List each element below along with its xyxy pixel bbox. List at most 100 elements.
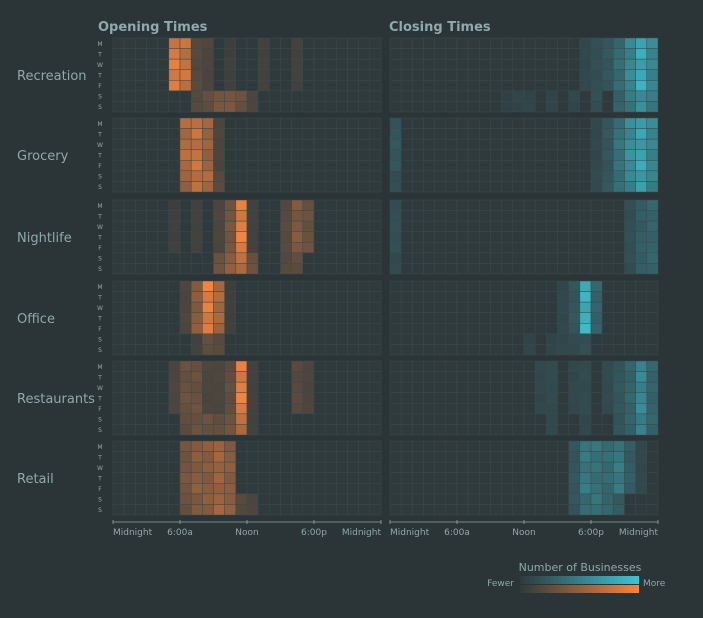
heatmap-cell xyxy=(280,242,292,254)
day-label: T xyxy=(97,235,102,242)
heatmap-cell xyxy=(135,48,147,60)
heatmap-cell xyxy=(257,392,270,404)
heatmap-cell xyxy=(324,424,337,436)
heatmap-cell xyxy=(146,472,158,484)
heatmap-cell xyxy=(246,451,259,463)
heatmap-cell xyxy=(400,170,413,182)
heatmap-cell xyxy=(157,424,170,436)
heatmap-cell xyxy=(157,504,170,516)
heatmap-cell xyxy=(501,461,514,473)
heatmap-cell xyxy=(467,48,480,60)
heatmap-cell xyxy=(624,252,636,264)
heatmap-cell xyxy=(369,301,382,313)
heatmap-cell xyxy=(202,472,214,484)
heatmap-cell xyxy=(389,160,402,172)
heatmap-cell xyxy=(123,451,136,463)
heatmap-cell xyxy=(246,199,259,211)
heatmap-cell xyxy=(146,160,158,172)
heatmap-cell xyxy=(523,128,536,140)
heatmap-cell xyxy=(646,451,659,463)
heatmap-cell xyxy=(168,220,181,232)
heatmap-panel-opening xyxy=(112,360,382,436)
heatmap-cell xyxy=(179,149,192,161)
heatmap-cell xyxy=(590,483,603,495)
heatmap-cell xyxy=(434,360,447,372)
heatmap-cell xyxy=(202,101,214,113)
heatmap-cell xyxy=(501,37,514,49)
heatmap-cell xyxy=(246,220,259,232)
heatmap-cell xyxy=(302,128,315,140)
heatmap-cell xyxy=(590,504,603,516)
heatmap-cell xyxy=(168,413,181,425)
heatmap-cell xyxy=(624,210,636,222)
heatmap-cell xyxy=(445,160,458,172)
heatmap-cell xyxy=(601,128,614,140)
heatmap-cell xyxy=(646,160,659,172)
heatmap-cell xyxy=(579,424,592,436)
heatmap-cell xyxy=(157,333,170,345)
heatmap-cell xyxy=(646,199,659,211)
heatmap-cell xyxy=(358,344,371,356)
heatmap-cell xyxy=(123,323,136,335)
heatmap-cell xyxy=(501,280,514,292)
heatmap-cell xyxy=(224,69,237,81)
heatmap-cell xyxy=(423,323,435,335)
heatmap-cell xyxy=(168,170,181,182)
heatmap-cell xyxy=(302,424,315,436)
heatmap-cell xyxy=(235,263,248,275)
heatmap-cell xyxy=(479,312,491,324)
heatmap-cell xyxy=(412,323,424,335)
heatmap-cell xyxy=(590,128,603,140)
heatmap-cell xyxy=(601,392,614,404)
heatmap-cell xyxy=(302,242,315,254)
heatmap-cell xyxy=(512,181,525,193)
heatmap-cell xyxy=(613,263,625,275)
heatmap-cell xyxy=(336,220,348,232)
heatmap-cell xyxy=(423,291,435,303)
heatmap-cell xyxy=(347,424,359,436)
heatmap-cell xyxy=(269,149,281,161)
heatmap-cell xyxy=(358,69,371,81)
heatmap-cell xyxy=(501,252,514,264)
heatmap-cell xyxy=(635,48,648,60)
heatmap-cell xyxy=(423,181,435,193)
heatmap-cell xyxy=(490,199,502,211)
heatmap-cell xyxy=(246,160,259,172)
heatmap-cell xyxy=(523,440,536,452)
heatmap-cell xyxy=(291,48,304,60)
heatmap-cell xyxy=(456,493,469,505)
heatmap-cell xyxy=(479,101,491,113)
day-label: W xyxy=(97,62,103,69)
heatmap-cell xyxy=(291,128,304,140)
heatmap-cell xyxy=(635,403,648,415)
heatmap-cell xyxy=(235,149,248,161)
heatmap-cell xyxy=(347,242,359,254)
heatmap-cell xyxy=(512,210,525,222)
heatmap-cell xyxy=(135,392,147,404)
heatmap-cell xyxy=(302,440,315,452)
heatmap-cell xyxy=(157,451,170,463)
heatmap-cell xyxy=(123,504,136,516)
heatmap-cell xyxy=(369,451,382,463)
heatmap-cell xyxy=(313,210,326,222)
heatmap-cell xyxy=(534,504,547,516)
heatmap-cell xyxy=(213,210,225,222)
heatmap-cell xyxy=(568,483,581,495)
heatmap-cell xyxy=(601,48,614,60)
heatmap-cell xyxy=(579,48,592,60)
heatmap-cell xyxy=(168,90,181,102)
heatmap-cell xyxy=(112,210,125,222)
heatmap-cell xyxy=(467,392,480,404)
heatmap-cell xyxy=(213,424,225,436)
heatmap-cell xyxy=(579,263,592,275)
heatmap-cell xyxy=(601,117,614,129)
heatmap-cell xyxy=(434,472,447,484)
heatmap-cell xyxy=(512,504,525,516)
heatmap-cell xyxy=(400,344,413,356)
heatmap-cell xyxy=(501,472,514,484)
heatmap-cell xyxy=(613,312,625,324)
heatmap-cell xyxy=(146,301,158,313)
heatmap-cell xyxy=(635,138,648,150)
heatmap-cell xyxy=(179,181,192,193)
heatmap-cell xyxy=(257,242,270,254)
